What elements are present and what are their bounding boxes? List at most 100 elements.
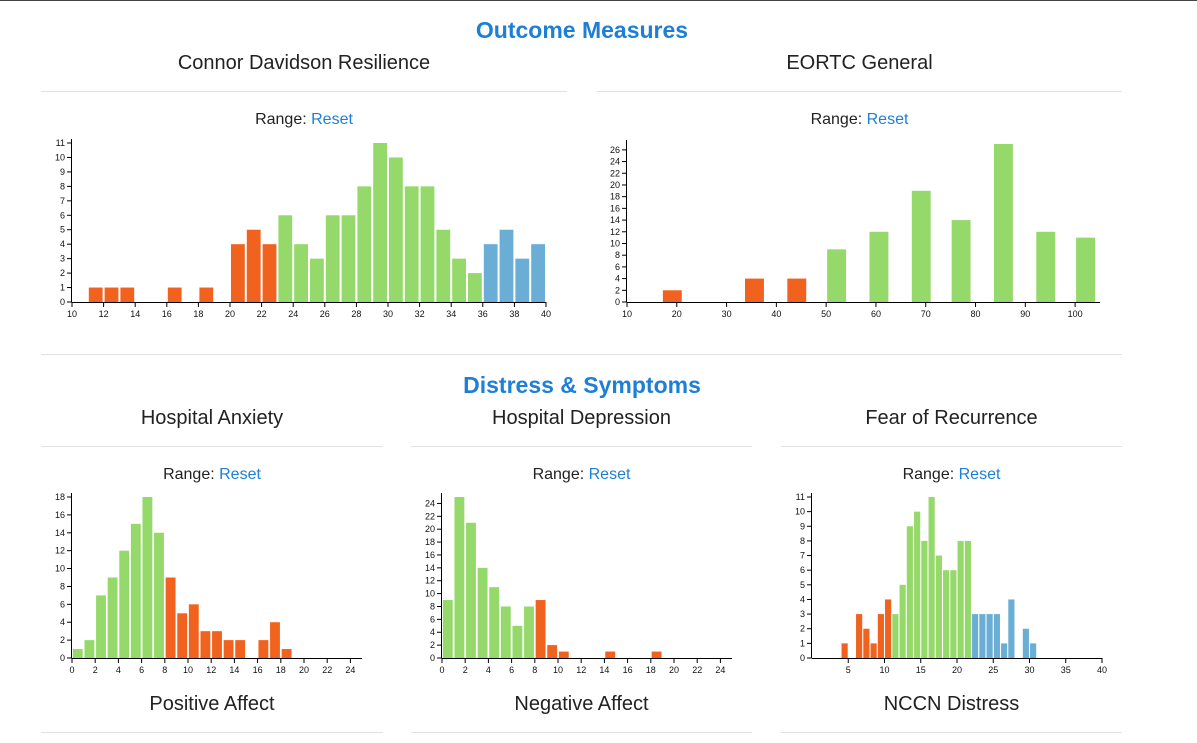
bar[interactable]: [906, 526, 913, 658]
bar[interactable]: [436, 229, 451, 302]
bar[interactable]: [558, 651, 569, 658]
bar[interactable]: [246, 229, 261, 302]
bar[interactable]: [911, 190, 931, 302]
bar[interactable]: [745, 278, 764, 302]
bar[interactable]: [928, 497, 935, 658]
bar[interactable]: [231, 244, 245, 302]
bar[interactable]: [468, 273, 482, 302]
bar[interactable]: [892, 614, 899, 658]
bar[interactable]: [357, 186, 372, 302]
bar[interactable]: [827, 249, 847, 302]
reset-link[interactable]: Reset: [311, 111, 353, 128]
bar[interactable]: [921, 540, 928, 658]
bar[interactable]: [442, 600, 453, 658]
bar[interactable]: [512, 625, 523, 658]
bar[interactable]: [278, 215, 293, 302]
bar[interactable]: [964, 540, 971, 658]
bar[interactable]: [404, 186, 419, 302]
bar[interactable]: [452, 258, 466, 302]
bar[interactable]: [951, 220, 971, 302]
bar[interactable]: [863, 628, 870, 658]
bar[interactable]: [199, 287, 214, 302]
bar[interactable]: [524, 606, 534, 658]
histogram-fear-of-recurrence[interactable]: 0 1 2 3 4 5 6 7 8 9 10 11 5 10 15 20 25 30 35 40: [781, 490, 1122, 680]
bar[interactable]: [870, 643, 877, 658]
bar[interactable]: [515, 258, 530, 302]
bar[interactable]: [993, 144, 1013, 302]
bar[interactable]: [341, 215, 356, 302]
bar[interactable]: [986, 614, 993, 658]
bar[interactable]: [972, 614, 979, 658]
bar[interactable]: [72, 649, 83, 658]
bar[interactable]: [281, 649, 292, 658]
bar[interactable]: [1030, 643, 1037, 658]
bar[interactable]: [483, 244, 498, 302]
bar[interactable]: [943, 570, 950, 658]
bar[interactable]: [310, 258, 324, 302]
bar[interactable]: [1076, 237, 1096, 302]
bar[interactable]: [373, 143, 387, 302]
bar[interactable]: [167, 287, 182, 302]
bar[interactable]: [1036, 231, 1056, 302]
bar[interactable]: [200, 631, 211, 658]
bar[interactable]: [531, 244, 545, 302]
bar[interactable]: [294, 244, 308, 302]
bar[interactable]: [477, 567, 488, 658]
bar[interactable]: [165, 577, 176, 659]
reset-link[interactable]: Reset: [958, 466, 1001, 483]
bar[interactable]: [188, 604, 199, 658]
bar[interactable]: [500, 606, 511, 658]
reset-link[interactable]: Reset: [588, 466, 631, 483]
bar[interactable]: [914, 511, 921, 658]
bar[interactable]: [499, 229, 514, 302]
bar[interactable]: [1001, 643, 1008, 658]
bar[interactable]: [107, 577, 118, 659]
bar[interactable]: [258, 640, 269, 658]
bar[interactable]: [957, 540, 964, 658]
bar[interactable]: [212, 631, 222, 658]
bar[interactable]: [96, 595, 106, 658]
bar[interactable]: [120, 287, 135, 302]
bar[interactable]: [489, 587, 500, 658]
bar[interactable]: [389, 157, 403, 302]
bar[interactable]: [885, 599, 892, 658]
bar[interactable]: [662, 290, 682, 302]
bar[interactable]: [325, 215, 340, 302]
bar[interactable]: [877, 614, 884, 658]
bar[interactable]: [841, 643, 848, 658]
bar[interactable]: [1008, 599, 1015, 658]
bar[interactable]: [119, 550, 130, 658]
bar[interactable]: [223, 640, 234, 658]
bar[interactable]: [466, 522, 476, 658]
bar[interactable]: [454, 497, 465, 658]
bar[interactable]: [84, 640, 95, 658]
bar[interactable]: [993, 614, 1000, 658]
bar[interactable]: [979, 614, 986, 658]
bar[interactable]: [899, 584, 906, 658]
bar[interactable]: [1022, 628, 1029, 658]
bar[interactable]: [535, 600, 546, 658]
bar[interactable]: [605, 651, 616, 658]
bar[interactable]: [869, 231, 889, 302]
reset-link[interactable]: Reset: [219, 466, 261, 483]
bar[interactable]: [88, 287, 103, 302]
bar[interactable]: [651, 651, 662, 658]
bar[interactable]: [420, 186, 435, 302]
bar[interactable]: [856, 614, 863, 658]
bar[interactable]: [262, 244, 277, 302]
bar[interactable]: [950, 570, 957, 658]
bar[interactable]: [270, 622, 280, 658]
bar[interactable]: [787, 278, 807, 302]
bar[interactable]: [547, 645, 558, 658]
bar[interactable]: [177, 613, 188, 658]
bar[interactable]: [154, 532, 164, 658]
bar[interactable]: [130, 523, 141, 658]
reset-link[interactable]: Reset: [866, 111, 909, 128]
bar[interactable]: [104, 287, 119, 302]
bar[interactable]: [235, 640, 246, 658]
bar[interactable]: [935, 555, 942, 658]
